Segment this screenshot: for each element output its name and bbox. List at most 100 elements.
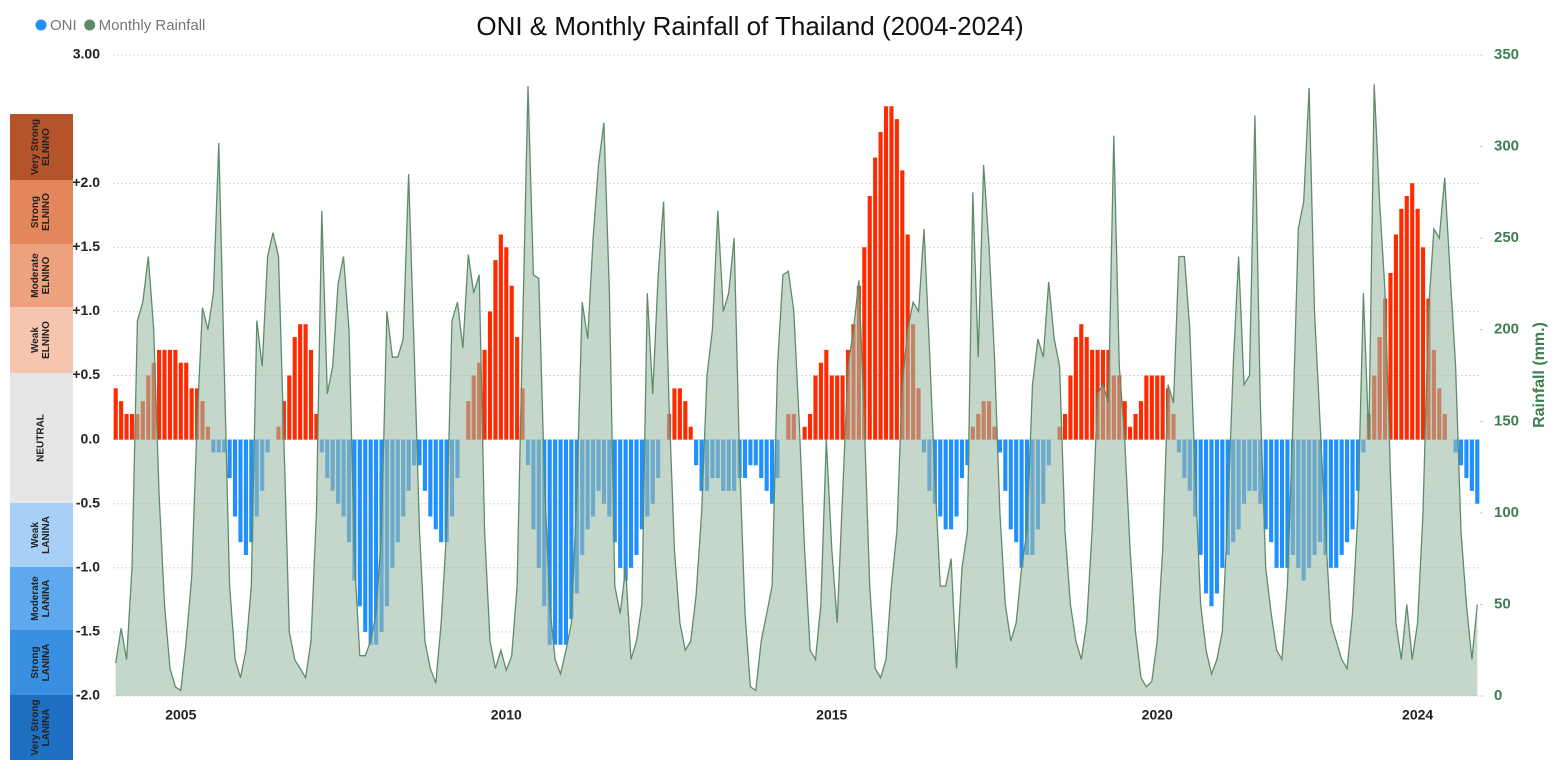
oni-bar [1003,439,1008,491]
oni-bar [157,349,162,440]
oni-bar [862,247,867,440]
oni-bar [873,157,878,440]
chart-title: ONI & Monthly Rainfall of Thailand (2004… [476,11,1023,41]
oni-bar [1203,439,1209,594]
oni-bar [878,131,883,440]
y-tick-label: -0.5 [76,494,100,510]
oni-bar [1323,439,1328,555]
oni-bar [1128,426,1133,440]
oni-bar [493,260,498,440]
x-tick-label: 2010 [491,707,522,723]
oni-bar [1122,401,1127,440]
oni-bar [422,439,427,491]
oni-band-label: ELNINO [41,193,52,231]
oni-band-label: LANINA [41,709,52,747]
oni-bar [959,439,965,479]
oni-band-label: Strong [30,646,41,678]
oni-bar [1090,349,1095,440]
oni-bar [1285,439,1290,568]
oni-bar [1475,439,1480,504]
oni-bar [547,439,552,645]
oni-band [10,695,73,760]
oni-bar [124,413,129,440]
oni-bar [1393,234,1398,440]
y2-tick-label: 150 [1494,412,1519,429]
oni-bar [287,375,292,440]
oni-bar [753,439,758,466]
oni-bar [1339,439,1344,555]
oni-bar [1404,196,1409,440]
oni-bar [558,439,563,645]
oni-bar [1469,439,1474,491]
oni-band-label: NEUTRAL [36,414,47,462]
oni-bar [167,349,173,440]
oni-band-label: LANINA [41,580,52,618]
y2-tick-label: 0 [1494,687,1502,704]
oni-bar [243,439,248,555]
oni-band [10,567,73,630]
oni-bar [889,106,894,440]
oni-bar [553,439,558,645]
oni-bar [1019,439,1024,568]
oni-bar [308,349,314,440]
oni-bar [1415,208,1420,440]
y-tick-label: +0.5 [72,366,100,382]
oni-bar [232,439,238,517]
oni-bar [428,439,433,517]
y2-axis-label: Rainfall (mm.) [1531,322,1548,428]
oni-bar [439,439,444,543]
oni-bar [1149,375,1154,440]
x-tick-label: 2005 [165,707,196,723]
legend: ONI Monthly Rainfall [35,17,205,34]
oni-bar [867,196,872,440]
oni-bar [1068,375,1073,440]
oni-bar [374,439,379,645]
oni-bar [824,349,829,440]
y-tick-label: +1.0 [72,302,100,318]
y-tick-label: -1.0 [76,559,100,575]
oni-bar [482,349,487,440]
oni-bar [1138,401,1144,440]
oni-bar [894,119,899,440]
oni-bar [1155,375,1160,440]
oni-bar [954,439,959,517]
oni-bar [563,439,569,645]
oni-band [10,244,73,307]
x-tick-label: 2020 [1142,707,1173,723]
oni-bar [238,439,243,543]
oni-bar [742,439,748,479]
oni-bar [1279,439,1285,568]
oni-bar [764,439,769,491]
oni-bar [1014,439,1019,543]
oni-bar [1355,439,1361,491]
oni-bar [808,413,813,440]
oni-bar [612,439,617,543]
oni-bar [943,439,948,530]
oni-band-label: Strong [30,196,41,228]
oni-bar [829,375,834,440]
y2-tick-label: 50 [1494,595,1511,612]
oni-bar [1220,439,1225,568]
oni-bar [1464,439,1469,479]
oni-bar [623,439,628,581]
oni-bar [352,439,357,581]
oni-bar [1198,439,1203,555]
oni-bar [119,401,124,440]
x-tick-label: 2015 [816,707,847,723]
oni-bar [677,388,682,440]
oni-bar [1399,208,1404,440]
oni-bar [683,401,688,440]
oni-bar [1274,439,1279,568]
oni-band-label: LANINA [41,644,52,682]
legend-marker [84,19,96,31]
oni-band-label: ELNINO [41,128,52,166]
oni-bar [363,439,368,632]
oni-bar [938,439,943,517]
oni-bar [672,388,677,440]
oni-bar [1269,439,1274,543]
oni-bar [1144,375,1149,440]
oni-bar [748,439,753,466]
oni-bar [487,311,493,440]
oni-bar [835,375,840,440]
